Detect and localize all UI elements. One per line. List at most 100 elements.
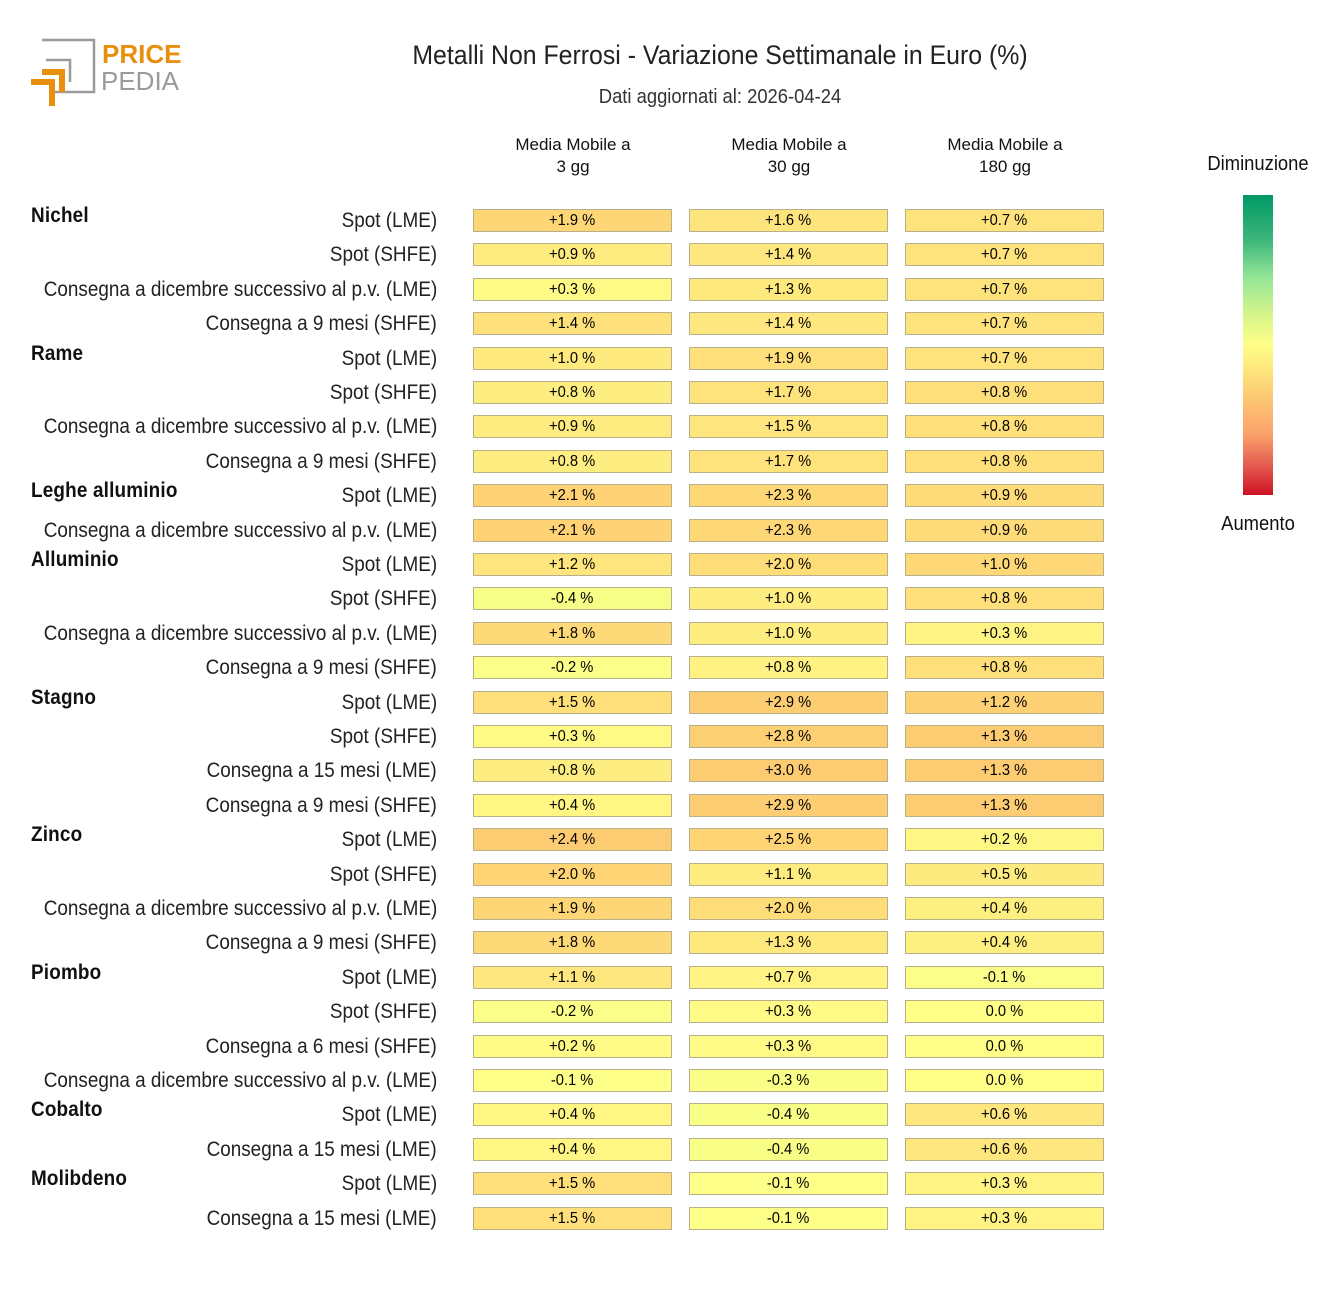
cell-value-label: -0.1 % (767, 1209, 810, 1227)
row-label: Spot (SHFE) (329, 862, 437, 886)
row-label: Consegna a 6 mesi (SHFE) (205, 1034, 437, 1058)
metal-name: Molibdeno (31, 1167, 128, 1191)
heatmap-cell: +0.4 % (473, 1137, 672, 1161)
column-header-line: 30 gg (767, 157, 811, 176)
cell-value-label: +2.3 % (765, 521, 812, 539)
svg-text:PEDIA: PEDIA (101, 66, 180, 96)
heatmap-cell: +1.5 % (689, 415, 888, 439)
cell-value-label: +0.3 % (981, 1209, 1028, 1227)
heatmap-cell: +0.8 % (905, 656, 1104, 680)
heatmap-cell: +0.3 % (905, 1206, 1104, 1230)
cell-value-label: +0.9 % (549, 418, 596, 436)
cell-value-label: +1.3 % (765, 934, 812, 952)
heatmap-cell: +1.9 % (473, 209, 672, 232)
metal-name: Rame (31, 341, 84, 365)
cell-value-label: +0.8 % (549, 384, 596, 401)
row-label: Spot (LME) (341, 484, 437, 508)
heatmap-cell: 0.0 % (905, 1069, 1104, 1092)
heatmap-cell: +0.9 % (905, 518, 1104, 542)
cell-value-label: +2.1 % (549, 521, 596, 539)
column-header-line: 180 gg (979, 157, 1031, 176)
heatmap-cell: +0.4 % (905, 931, 1104, 955)
column-header-line: Media Mobile a (731, 135, 847, 154)
heatmap-cell: +1.7 % (689, 381, 888, 404)
heatmap-cell: +0.3 % (905, 621, 1104, 645)
cell-value-label: +1.9 % (549, 900, 596, 917)
row-label: Spot (SHFE) (329, 1000, 437, 1024)
heatmap-cell: +0.3 % (473, 277, 672, 301)
svg-text:PRICE: PRICE (102, 39, 181, 69)
pricepedia-logo: PRICE PEDIA (31, 38, 181, 106)
heatmap-cell: +0.8 % (473, 449, 672, 473)
cell-value-label: +1.9 % (549, 212, 596, 229)
metal-name: Cobalto (31, 1098, 103, 1122)
heatmap-cell: +0.6 % (905, 1137, 1104, 1161)
heatmap-cell: +0.9 % (905, 484, 1104, 508)
row-label: Spot (SHFE) (329, 587, 437, 611)
cell-value-label: +0.7 % (981, 212, 1028, 229)
row-label: Consegna a dicembre successivo al p.v. (… (43, 897, 437, 920)
row-label: Consegna a dicembre successivo al p.v. (… (43, 277, 437, 301)
cell-value-label: +0.3 % (981, 624, 1028, 642)
heatmap-cell: +1.4 % (689, 312, 888, 336)
heatmap-cell: +1.8 % (473, 621, 672, 645)
row-label: Consegna a 15 mesi (LME) (206, 1137, 437, 1161)
heatmap-cell: +1.0 % (689, 587, 888, 611)
metal-name: Leghe alluminio (31, 479, 178, 503)
heatmap-cell: +0.8 % (905, 415, 1104, 439)
cell-value-label: +1.7 % (765, 384, 812, 401)
heatmap-cell: +2.3 % (689, 518, 888, 542)
row-label: Spot (LME) (341, 1103, 437, 1127)
chart-subtitle: Dati aggiornati al: 2026-04-24 (598, 86, 842, 108)
heatmap-cell: +0.7 % (905, 243, 1104, 267)
row-label: Consegna a 9 mesi (SHFE) (205, 656, 437, 680)
heatmap-cell: +1.1 % (689, 862, 888, 886)
cell-value-label: +1.2 % (981, 693, 1028, 711)
cell-value-label: +1.6 % (765, 212, 812, 229)
heatmap-cell: +0.8 % (905, 381, 1104, 404)
cell-value-label: +1.0 % (981, 556, 1028, 573)
heatmap-cell: +0.7 % (905, 312, 1104, 336)
cell-value-label: +0.4 % (981, 934, 1028, 952)
heatmap-cell: +0.2 % (905, 828, 1104, 852)
cell-value-label: +1.5 % (549, 1175, 596, 1193)
row-label: Consegna a 9 mesi (SHFE) (205, 793, 437, 817)
heatmap-cell: +3.0 % (689, 759, 888, 783)
heatmap-cell: +0.8 % (473, 759, 672, 783)
metal-name: Nichel (31, 204, 89, 227)
row-label: Consegna a 15 mesi (LME) (206, 759, 437, 783)
cell-value-label: +2.9 % (765, 796, 812, 814)
row-label: Consegna a 9 mesi (SHFE) (205, 312, 437, 336)
cell-value-label: +1.7 % (765, 452, 812, 470)
row-label: Spot (SHFE) (329, 243, 437, 267)
cell-value-label: +0.8 % (981, 384, 1028, 401)
cell-value-label: -0.1 % (983, 968, 1026, 986)
cell-value-label: -0.2 % (551, 1003, 594, 1021)
row-label: Consegna a dicembre successivo al p.v. (… (43, 1069, 437, 1092)
cell-value-label: +2.0 % (549, 865, 596, 883)
heatmap-cell: -0.2 % (473, 656, 672, 680)
heatmap-cell: +0.2 % (473, 1034, 672, 1058)
heatmap-cell: +2.0 % (689, 897, 888, 920)
cell-value-label: +0.6 % (981, 1140, 1028, 1158)
heatmap-cell: +2.3 % (689, 484, 888, 508)
chart-title: Metalli Non Ferrosi - Variazione Settima… (412, 40, 1028, 70)
cell-value-label: +0.8 % (549, 762, 596, 780)
heatmap-cell: +2.9 % (689, 690, 888, 714)
column-header: Media Mobile a 3 gg (473, 134, 673, 178)
cell-value-label: +1.1 % (765, 865, 812, 883)
heatmap-cell: -0.1 % (689, 1206, 888, 1230)
cell-value-label: +0.3 % (981, 1175, 1028, 1193)
cell-value-label: +1.0 % (765, 624, 812, 642)
heatmap-cell: +2.1 % (473, 484, 672, 508)
row-label: Spot (SHFE) (329, 381, 437, 404)
cell-value-label: +0.9 % (981, 487, 1028, 505)
heatmap-cell: +2.1 % (473, 518, 672, 542)
cell-value-label: +0.3 % (765, 1037, 812, 1055)
cell-value-label: +1.5 % (765, 418, 812, 436)
heatmap-cell: +0.8 % (905, 587, 1104, 611)
cell-value-label: +1.9 % (765, 349, 812, 367)
cell-value-label: +0.9 % (981, 521, 1028, 539)
cell-value-label: +2.5 % (765, 831, 812, 849)
heatmap-cell: -0.4 % (689, 1137, 888, 1161)
